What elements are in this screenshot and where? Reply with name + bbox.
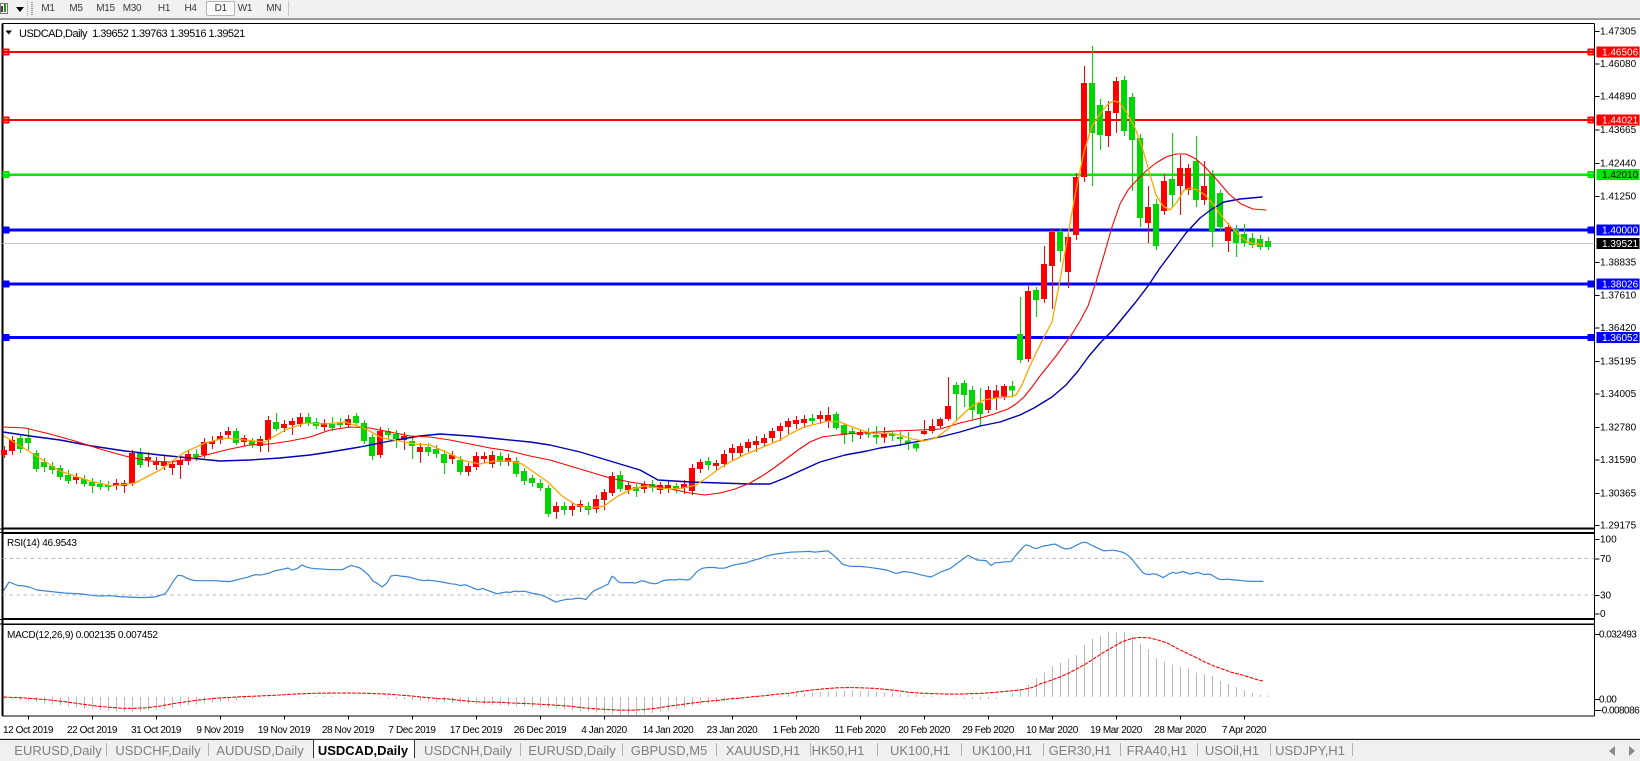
svg-text:7 Dec 2019: 7 Dec 2019 — [388, 725, 436, 736]
svg-text:1.41250: 1.41250 — [1600, 192, 1637, 203]
svg-text:0: 0 — [1600, 609, 1606, 620]
svg-text:10 Mar 2020: 10 Mar 2020 — [1026, 725, 1079, 736]
svg-text:1.32780: 1.32780 — [1600, 423, 1637, 434]
svg-text:31 Oct 2019: 31 Oct 2019 — [131, 725, 182, 736]
svg-text:USDCAD,Daily 1.39652 1.39763: USDCAD,Daily 1.39652 1.39763 1.39516 1.3… — [19, 28, 245, 40]
svg-text:1.44021: 1.44021 — [1602, 116, 1639, 127]
svg-text:100: 100 — [1600, 535, 1617, 546]
svg-text:1.30365: 1.30365 — [1600, 489, 1637, 500]
svg-text:1.34005: 1.34005 — [1600, 389, 1637, 400]
svg-text:14 Jan 2020: 14 Jan 2020 — [643, 725, 694, 736]
svg-text:19 Nov 2019: 19 Nov 2019 — [258, 725, 311, 736]
svg-text:-0.008086: -0.008086 — [1599, 706, 1640, 717]
svg-text:1.42010: 1.42010 — [1602, 170, 1639, 181]
svg-text:28 Mar 2020: 28 Mar 2020 — [1154, 725, 1207, 736]
svg-text:1.38835: 1.38835 — [1600, 258, 1637, 269]
svg-text:1.43665: 1.43665 — [1600, 125, 1637, 136]
svg-text:20 Feb 2020: 20 Feb 2020 — [898, 725, 951, 736]
svg-text:9 Nov 2019: 9 Nov 2019 — [196, 725, 244, 736]
svg-text:1.46506: 1.46506 — [1602, 48, 1639, 59]
svg-text:12 Oct 2019: 12 Oct 2019 — [3, 725, 54, 736]
svg-text:19 Mar 2020: 19 Mar 2020 — [1090, 725, 1143, 736]
svg-text:1.36052: 1.36052 — [1602, 333, 1639, 344]
svg-text:22 Oct 2019: 22 Oct 2019 — [67, 725, 118, 736]
svg-text:1.46080: 1.46080 — [1600, 59, 1637, 70]
svg-text:1.29175: 1.29175 — [1600, 521, 1637, 532]
svg-text:RSI(14) 46.9543: RSI(14) 46.9543 — [7, 538, 77, 549]
svg-text:MACD(12,26,9) 0.002135 0.00745: MACD(12,26,9) 0.002135 0.007452 — [7, 630, 158, 641]
svg-text:17 Dec 2019: 17 Dec 2019 — [450, 725, 503, 736]
svg-text:1 Feb 2020: 1 Feb 2020 — [773, 725, 820, 736]
svg-text:1.44890: 1.44890 — [1600, 92, 1637, 103]
svg-text:26 Dec 2019: 26 Dec 2019 — [514, 725, 567, 736]
svg-text:1.37610: 1.37610 — [1600, 291, 1637, 302]
svg-text:1.42440: 1.42440 — [1600, 159, 1637, 170]
svg-text:1.47305: 1.47305 — [1600, 27, 1637, 38]
svg-text:1.36420: 1.36420 — [1600, 323, 1637, 334]
svg-text:1.31590: 1.31590 — [1600, 455, 1637, 466]
svg-text:1.35195: 1.35195 — [1600, 357, 1637, 368]
svg-text:0.00: 0.00 — [1599, 695, 1617, 706]
svg-text:1.39521: 1.39521 — [1602, 239, 1639, 250]
svg-text:29 Feb 2020: 29 Feb 2020 — [962, 725, 1015, 736]
svg-text:4 Jan 2020: 4 Jan 2020 — [581, 725, 627, 736]
svg-text:1.40000: 1.40000 — [1602, 226, 1639, 237]
svg-text:28 Nov 2019: 28 Nov 2019 — [322, 725, 375, 736]
svg-text:11 Feb 2020: 11 Feb 2020 — [834, 725, 886, 736]
svg-text:23 Jan 2020: 23 Jan 2020 — [707, 725, 758, 736]
svg-text:30: 30 — [1600, 591, 1612, 602]
svg-text:1.38026: 1.38026 — [1602, 280, 1639, 291]
svg-text:7 Apr 2020: 7 Apr 2020 — [1222, 725, 1267, 736]
svg-text:70: 70 — [1600, 554, 1612, 565]
svg-text:0.032493: 0.032493 — [1599, 630, 1637, 641]
